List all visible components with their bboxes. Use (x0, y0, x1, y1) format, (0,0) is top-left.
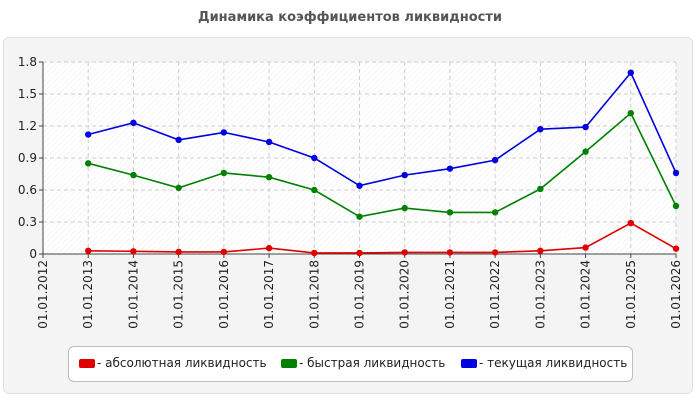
data-point-2 (401, 171, 408, 179)
x-tick-label: 01.01.2024 (579, 260, 593, 329)
legend-label-current: - текущая ликвидность (479, 356, 628, 370)
x-tick-label: 01.01.2025 (624, 260, 638, 329)
data-point-2 (220, 129, 228, 136)
y-tick-label: 1.2 (18, 119, 37, 133)
legend: - абсолютная ликвидность - быстрая ликви… (68, 346, 633, 382)
data-point-2 (356, 182, 363, 189)
data-point-0 (85, 247, 92, 254)
data-point-2 (491, 156, 499, 164)
y-tick-label: 0 (29, 247, 37, 261)
data-point-2 (672, 169, 680, 177)
data-point-0 (356, 249, 363, 257)
data-point-1 (356, 213, 363, 220)
data-point-2 (175, 136, 182, 144)
y-tick-label: 1.5 (18, 87, 37, 101)
data-point-0 (491, 249, 499, 256)
x-tick-label: 01.01.2016 (217, 260, 231, 329)
x-tick-label: 01.01.2020 (398, 260, 412, 329)
data-point-0 (537, 247, 544, 254)
legend-label-absolute: - абсолютная ликвидность (97, 356, 267, 370)
y-tick-label: 1.8 (18, 55, 37, 69)
data-point-0 (220, 248, 228, 256)
y-tick-label: 0.6 (18, 183, 37, 197)
data-point-0 (582, 244, 589, 251)
data-point-1 (491, 209, 499, 216)
data-point-0 (311, 249, 318, 257)
chart-title: Динамика коэффициентов ликвидности (198, 10, 502, 25)
data-point-2 (85, 131, 92, 138)
legend-item-current[interactable]: - текущая ликвидность (461, 356, 627, 370)
data-point-0 (401, 249, 408, 256)
data-point-1 (582, 148, 589, 155)
data-point-1 (311, 186, 318, 194)
data-point-1 (672, 202, 680, 210)
series-line-0 (88, 222, 677, 254)
series-line-1 (87, 111, 677, 218)
data-point-2 (582, 123, 589, 131)
data-point-0 (265, 244, 273, 252)
legend-item-quick[interactable]: - быстрая ликвидность (281, 356, 445, 370)
data-point-1 (401, 204, 408, 212)
y-tick-label: 0.3 (18, 215, 37, 229)
data-point-0 (175, 248, 182, 256)
x-tick-label: 01.01.2022 (488, 260, 502, 329)
x-tick-label: 01.01.2014 (126, 260, 140, 329)
legend-item-absolute[interactable]: - абсолютная ликвидность (79, 356, 267, 370)
x-tick-label: 01.01.2021 (443, 260, 457, 329)
x-tick-label: 01.01.2012 (36, 260, 50, 329)
legend-swatch-absolute (79, 358, 95, 368)
data-point-2 (446, 165, 454, 172)
data-point-0 (130, 248, 137, 255)
data-point-2 (265, 138, 273, 146)
x-tick-label: 01.01.2015 (172, 260, 186, 329)
x-tick-label: 01.01.2023 (533, 260, 547, 329)
data-point-1 (130, 171, 137, 179)
data-point-2 (311, 154, 318, 162)
data-point-1 (446, 209, 454, 216)
x-tick-label: 01.01.2017 (262, 260, 276, 329)
legend-swatch-quick (281, 358, 297, 368)
x-tick-label: 01.01.2018 (307, 260, 321, 329)
legend-swatch-current (461, 358, 477, 368)
x-tick-label: 01.01.2019 (353, 260, 367, 329)
data-point-1 (85, 160, 92, 167)
data-point-0 (672, 245, 680, 252)
data-point-1 (627, 110, 634, 117)
data-point-2 (627, 69, 634, 76)
data-point-1 (265, 174, 273, 181)
y-tick-label: 0.9 (18, 151, 37, 165)
data-point-1 (220, 169, 228, 177)
legend-label-quick: - быстрая ликвидность (299, 356, 446, 370)
data-point-1 (175, 184, 182, 192)
x-tick-label: 01.01.2026 (669, 260, 683, 329)
data-point-2 (130, 119, 137, 127)
x-tick-label: 01.01.2013 (81, 260, 95, 329)
data-point-0 (446, 249, 454, 256)
data-point-0 (627, 219, 634, 227)
series-line-2 (87, 71, 677, 187)
data-point-1 (537, 185, 544, 193)
data-point-2 (537, 126, 544, 133)
